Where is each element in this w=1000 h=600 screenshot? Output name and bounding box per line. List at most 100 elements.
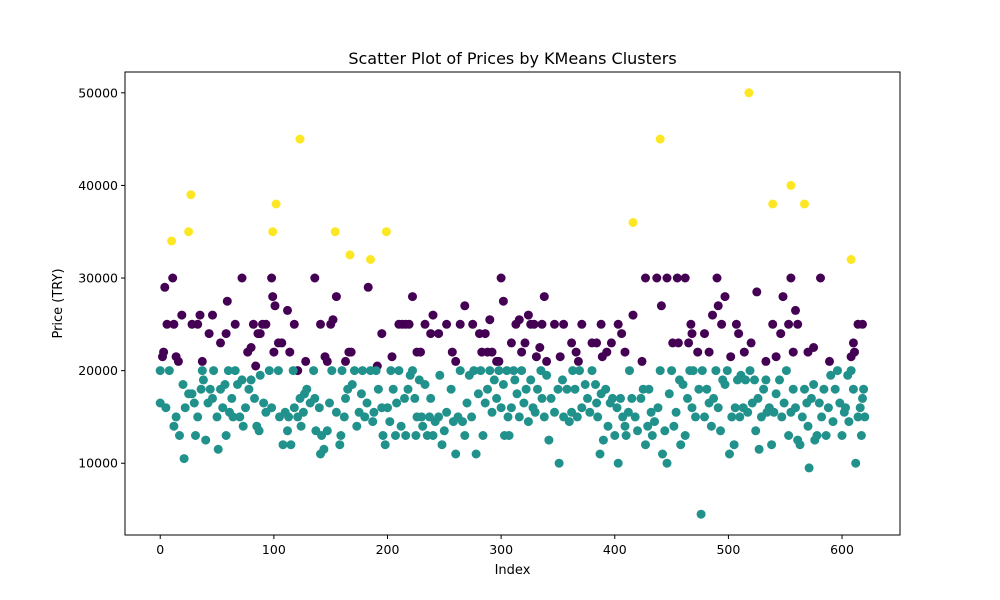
scatter-point-cluster-0 (301, 356, 311, 366)
scatter-point-cluster-1 (341, 393, 350, 403)
scatter-point-cluster-1 (804, 463, 814, 473)
scatter-point-cluster-1 (743, 407, 753, 417)
scatter-point-cluster-1 (809, 380, 819, 389)
scatter-point-cluster-0 (700, 329, 709, 339)
scatter-point-cluster-1 (510, 375, 520, 385)
scatter-point-cluster-1 (435, 370, 445, 380)
scatter-point-cluster-1 (388, 384, 398, 394)
scatter-point-cluster-1 (696, 509, 706, 519)
scatter-point-cluster-1 (741, 375, 750, 385)
scatter-point-cluster-1 (817, 412, 827, 422)
scatter-point-cluster-1 (288, 366, 298, 376)
scatter-point-cluster-1 (558, 375, 567, 385)
scatter-point-cluster-1 (853, 412, 863, 422)
scatter-point-cluster-1 (539, 412, 549, 422)
scatter-point-cluster-0 (746, 338, 756, 348)
scatter-point-cluster-1 (562, 384, 572, 394)
scatter-point-cluster-1 (189, 398, 199, 408)
scatter-point-cluster-0 (573, 356, 583, 366)
scatter-point-cluster-0 (331, 292, 341, 302)
scatter-point-cluster-1 (426, 393, 436, 403)
scatter-point-cluster-0 (237, 273, 247, 283)
scatter-point-cluster-1 (235, 412, 245, 422)
scatter-point-cluster-1 (754, 444, 764, 454)
scatter-point-cluster-1 (546, 393, 556, 403)
scatter-point-cluster-1 (309, 366, 319, 376)
scatter-point-cluster-1 (735, 412, 745, 422)
scatter-point-cluster-0 (316, 319, 325, 329)
scatter-point-cluster-2 (800, 199, 809, 209)
scatter-point-cluster-0 (567, 338, 577, 348)
scatter-point-cluster-1 (230, 366, 240, 376)
scatter-point-cluster-0 (571, 347, 581, 357)
scatter-point-cluster-0 (816, 273, 825, 283)
scatter-point-cluster-1 (400, 393, 409, 403)
scatter-point-cluster-1 (542, 370, 552, 380)
scatter-point-cluster-1 (325, 398, 334, 408)
scatter-point-cluster-0 (261, 319, 271, 329)
scatter-point-cluster-1 (451, 449, 461, 459)
scatter-point-cluster-1 (860, 412, 870, 422)
scatter-point-cluster-0 (197, 356, 207, 366)
scatter-point-cluster-1 (169, 421, 179, 431)
scatter-point-cluster-1 (496, 403, 506, 413)
scatter-point-cluster-0 (246, 343, 256, 352)
scatter-point-cluster-1 (208, 393, 217, 403)
y-tick-label: 30000 (78, 271, 118, 286)
scatter-point-cluster-1 (418, 421, 428, 431)
scatter-point-cluster-0 (208, 310, 217, 320)
scatter-point-cluster-1 (352, 421, 362, 431)
scatter-point-cluster-1 (821, 431, 831, 440)
scatter-point-cluster-1 (319, 444, 329, 454)
scatter-point-cluster-0 (809, 343, 819, 352)
scatter-point-cluster-1 (837, 431, 847, 440)
scatter-point-cluster-0 (221, 329, 231, 339)
scatter-point-cluster-1 (197, 366, 207, 376)
scatter-point-cluster-1 (227, 393, 237, 403)
scatter-point-cluster-1 (331, 407, 341, 417)
scatter-point-cluster-1 (417, 412, 427, 422)
scatter-point-cluster-0 (377, 329, 387, 339)
scatter-point-cluster-1 (267, 403, 277, 413)
scatter-point-cluster-1 (283, 426, 292, 436)
scatter-point-cluster-1 (171, 412, 181, 422)
scatter-point-cluster-0 (310, 273, 320, 283)
scatter-point-cluster-1 (855, 403, 865, 413)
scatter-point-cluster-1 (350, 366, 359, 376)
scatter-point-cluster-1 (460, 431, 470, 440)
scatter-point-cluster-0 (387, 352, 397, 362)
scatter-point-cluster-0 (468, 319, 478, 329)
scatter-point-cluster-1 (550, 407, 559, 417)
scatter-point-cluster-1 (646, 407, 656, 417)
plot-frame (124, 71, 901, 536)
scatter-point-cluster-0 (498, 296, 508, 306)
scatter-point-cluster-1 (575, 366, 584, 376)
scatter-point-cluster-1 (694, 384, 704, 394)
scatter-point-cluster-2 (768, 199, 778, 209)
scatter-point-cluster-0 (426, 329, 436, 339)
scatter-point-cluster-0 (270, 301, 280, 311)
scatter-point-cluster-1 (625, 366, 634, 376)
scatter-point-cluster-0 (550, 319, 559, 329)
scatter-point-cluster-1 (700, 412, 709, 422)
scatter-point-cluster-1 (769, 407, 779, 417)
scatter-point-cluster-1 (273, 366, 283, 376)
scatter-point-cluster-2 (167, 236, 177, 246)
scatter-point-cluster-1 (347, 380, 357, 389)
scatter-point-cluster-0 (523, 310, 533, 320)
scatter-point-cluster-1 (191, 431, 200, 440)
scatter-point-cluster-1 (289, 403, 299, 413)
scatter-point-cluster-1 (800, 384, 809, 394)
scatter-point-cluster-0 (535, 343, 545, 352)
scatter-point-cluster-0 (592, 338, 602, 348)
scatter-point-cluster-1 (462, 398, 472, 408)
scatter-point-cluster-0 (160, 282, 170, 292)
scatter-point-cluster-0 (680, 273, 690, 283)
scatter-point-cluster-1 (759, 384, 769, 394)
scatter-point-cluster-1 (664, 389, 674, 399)
scatter-point-cluster-0 (283, 305, 292, 315)
scatter-point-cluster-1 (378, 431, 388, 440)
scatter-point-cluster-1 (729, 440, 739, 450)
scatter-point-cluster-1 (610, 431, 620, 440)
scatter-point-cluster-0 (428, 310, 438, 320)
